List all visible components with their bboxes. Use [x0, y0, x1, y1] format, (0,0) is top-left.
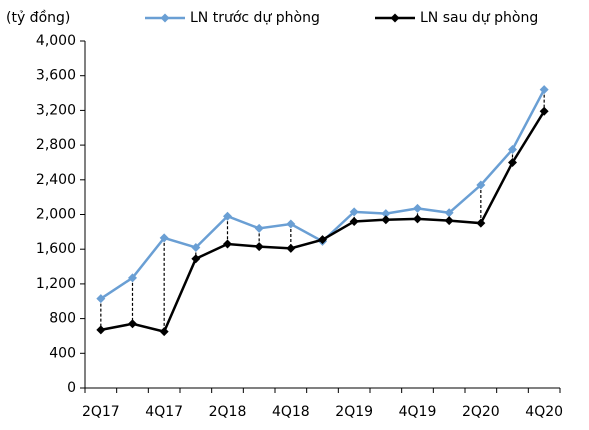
- data-point: [444, 208, 454, 218]
- legend-label: LN sau dự phòng: [420, 10, 538, 26]
- y-tick-label: 400: [49, 345, 76, 361]
- data-point: [96, 325, 106, 335]
- y-axis-label: (tỷ đồng): [6, 9, 70, 26]
- legend-marker: [160, 13, 170, 23]
- data-point: [254, 242, 264, 252]
- x-tick-label: 2Q18: [209, 404, 247, 420]
- data-point: [349, 216, 359, 226]
- data-point: [223, 211, 232, 221]
- data-point: [128, 273, 137, 283]
- series-line: [100, 110, 546, 334]
- data-point: [286, 219, 296, 229]
- x-tick-label: 2Q19: [335, 404, 373, 420]
- data-point: [413, 214, 422, 224]
- y-tick-label: 2,400: [36, 172, 76, 188]
- data-point: [223, 239, 232, 249]
- y-tick-label: 0: [67, 380, 76, 396]
- y-tick-label: 2,800: [36, 137, 76, 153]
- y-tick-label: 4,000: [36, 33, 76, 49]
- data-point: [381, 209, 391, 219]
- y-tick-label: 2,000: [36, 207, 76, 223]
- y-tick-label: 800: [49, 311, 76, 327]
- series-line: [100, 88, 546, 300]
- data-point: [444, 216, 454, 226]
- x-tick-label: 4Q17: [145, 404, 183, 420]
- data-point: [508, 144, 517, 154]
- data-point: [476, 218, 486, 228]
- data-point: [96, 294, 106, 304]
- data-point: [508, 157, 517, 167]
- data-point: [318, 235, 327, 245]
- x-tick-label: 2Q17: [82, 404, 120, 420]
- legend-label: LN trước dự phòng: [190, 10, 320, 26]
- data-point: [539, 85, 549, 95]
- data-point: [476, 180, 486, 190]
- data-point: [413, 203, 422, 213]
- data-point: [191, 254, 201, 264]
- y-tick-label: 1,200: [36, 276, 76, 292]
- y-tick-label: 1,600: [36, 241, 76, 257]
- data-point: [159, 327, 169, 337]
- data-point: [191, 242, 201, 252]
- x-tick-label: 4Q20: [525, 404, 563, 420]
- x-tick-label: 4Q18: [272, 404, 310, 420]
- data-point: [159, 233, 169, 243]
- x-tick-label: 2Q20: [462, 404, 500, 420]
- data-point: [381, 215, 391, 225]
- data-point: [254, 223, 264, 233]
- legend-marker: [390, 13, 400, 23]
- data-point: [286, 243, 296, 253]
- x-tick-label: 4Q19: [399, 404, 437, 420]
- y-tick-label: 3,600: [36, 68, 76, 84]
- y-tick-label: 3,200: [36, 102, 76, 118]
- data-point: [128, 319, 137, 329]
- data-point: [539, 106, 549, 116]
- data-point: [349, 207, 359, 217]
